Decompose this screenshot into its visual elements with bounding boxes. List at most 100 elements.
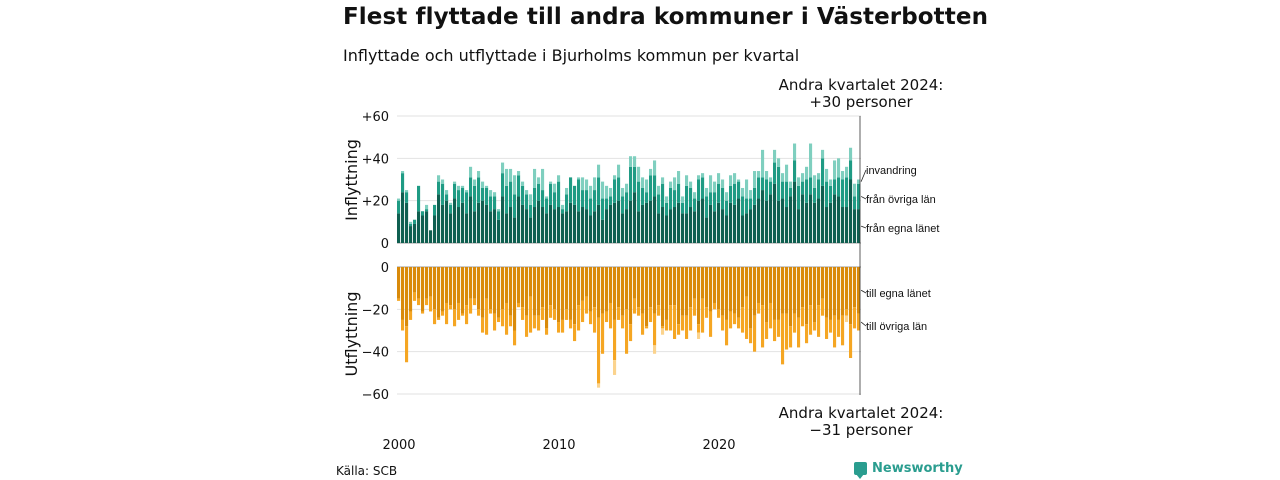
bar-inflow-0-101 — [801, 194, 805, 243]
bar-outflow-1-30 — [517, 302, 521, 308]
bar-inflow-1-29 — [513, 194, 517, 218]
bar-inflow-2-113 — [849, 147, 853, 161]
bar-inflow-1-27 — [505, 185, 509, 214]
bar-inflow-2-60 — [637, 166, 641, 182]
bar-inflow-0-2 — [405, 202, 409, 243]
bar-inflow-2-84 — [733, 173, 737, 184]
bar-inflow-0-83 — [729, 202, 733, 243]
bar-inflow-1-57 — [625, 192, 629, 210]
bar-inflow-2-109 — [833, 160, 837, 180]
bar-inflow-2-98 — [789, 181, 793, 188]
bar-inflow-2-114 — [853, 183, 857, 197]
bar-inflow-1-15 — [457, 190, 461, 208]
leader-outflow-0 — [860, 289, 867, 294]
bar-inflow-2-112 — [845, 166, 849, 178]
bar-outflow-1-40 — [557, 322, 561, 333]
bar-outflow-1-35 — [537, 315, 541, 331]
bar-outflow-0-87 — [745, 267, 749, 297]
bar-outflow-1-103 — [809, 305, 813, 335]
bar-inflow-1-32 — [525, 194, 529, 210]
bar-inflow-0-42 — [565, 211, 569, 243]
bar-outflow-1-68 — [669, 305, 673, 331]
bar-inflow-1-45 — [577, 179, 581, 212]
bar-inflow-2-32 — [525, 190, 529, 195]
bar-inflow-2-103 — [809, 143, 813, 178]
bar-inflow-2-41 — [561, 204, 565, 210]
bar-inflow-0-96 — [781, 198, 785, 243]
source-note: Källa: SCB — [336, 464, 398, 478]
leader-inflow-2 — [860, 169, 867, 182]
bar-outflow-1-6 — [421, 311, 425, 314]
bar-inflow-1-49 — [593, 190, 597, 212]
bar-inflow-0-75 — [697, 200, 701, 243]
bar-outflow-1-115 — [857, 313, 861, 331]
bar-inflow-1-97 — [785, 181, 789, 208]
bar-outflow-0-39 — [553, 267, 557, 310]
bar-inflow-0-80 — [717, 202, 721, 243]
bar-outflow-0-23 — [489, 267, 493, 310]
bar-outflow-0-80 — [717, 267, 721, 310]
bar-outflow-1-45 — [577, 305, 581, 331]
bar-inflow-0-35 — [537, 200, 541, 243]
bar-outflow-0-49 — [593, 267, 597, 308]
bar-outflow-0-109 — [833, 267, 837, 316]
chart-subtitle: Inflyttade och utflyttade i Bjurholms ko… — [343, 46, 800, 65]
bar-inflow-0-40 — [557, 207, 561, 243]
bar-inflow-1-6 — [421, 211, 425, 216]
bar-inflow-1-111 — [841, 179, 845, 208]
bar-outflow-0-43 — [569, 267, 573, 320]
bar-inflow-0-66 — [661, 207, 665, 243]
bar-outflow-0-32 — [525, 267, 529, 316]
bar-inflow-0-17 — [465, 213, 469, 243]
bar-outflow-1-47 — [585, 296, 589, 314]
bar-inflow-0-102 — [805, 202, 809, 243]
bar-outflow-0-56 — [621, 267, 625, 316]
bar-outflow-1-28 — [509, 315, 513, 327]
bar-outflow-0-55 — [617, 267, 621, 308]
bar-inflow-2-59 — [633, 156, 637, 167]
bar-inflow-2-68 — [669, 181, 673, 188]
bar-inflow-0-93 — [769, 194, 773, 243]
bar-inflow-1-26 — [501, 173, 505, 197]
bar-outflow-0-44 — [573, 267, 577, 325]
bar-outflow-1-7 — [425, 298, 429, 306]
bar-inflow-0-69 — [673, 207, 677, 243]
bar-inflow-0-6 — [421, 215, 425, 243]
bar-outflow-0-77 — [705, 267, 709, 308]
bar-inflow-1-100 — [797, 185, 801, 210]
bar-inflow-1-79 — [713, 192, 717, 212]
bar-outflow-0-15 — [457, 267, 461, 303]
bar-inflow-1-69 — [673, 190, 677, 208]
bar-inflow-1-82 — [725, 200, 729, 216]
bar-inflow-2-56 — [621, 187, 625, 197]
bar-inflow-0-76 — [701, 198, 705, 243]
bar-inflow-2-99 — [793, 143, 797, 161]
bar-inflow-0-22 — [485, 204, 489, 243]
bar-inflow-2-34 — [533, 168, 537, 188]
bar-inflow-2-3 — [409, 221, 413, 224]
bar-outflow-0-86 — [741, 267, 745, 308]
bar-outflow-0-27 — [505, 267, 509, 303]
bar-outflow-0-51 — [601, 267, 605, 314]
bar-inflow-0-88 — [749, 209, 753, 243]
bar-inflow-2-17 — [465, 190, 469, 193]
bar-outflow-1-76 — [701, 298, 705, 333]
bar-outflow-0-30 — [517, 267, 521, 303]
bar-inflow-1-2 — [405, 192, 409, 203]
bar-inflow-2-52 — [605, 185, 609, 199]
bar-outflow-1-29 — [513, 330, 517, 346]
bar-inflow-1-73 — [689, 187, 693, 208]
bar-inflow-2-22 — [485, 185, 489, 188]
bar-inflow-1-74 — [693, 198, 697, 212]
bar-inflow-1-51 — [601, 198, 605, 220]
ylabel-inflow: Inflyttning — [342, 139, 361, 221]
bar-outflow-1-91 — [761, 305, 765, 348]
bar-inflow-0-1 — [401, 192, 405, 243]
bar-outflow-1-105 — [817, 305, 821, 337]
bar-inflow-0-64 — [653, 196, 657, 243]
bar-inflow-2-87 — [745, 179, 749, 199]
bar-inflow-0-43 — [569, 202, 573, 243]
bar-outflow-0-20 — [477, 267, 481, 310]
bar-outflow-0-38 — [549, 267, 553, 306]
bar-inflow-1-64 — [653, 175, 657, 197]
